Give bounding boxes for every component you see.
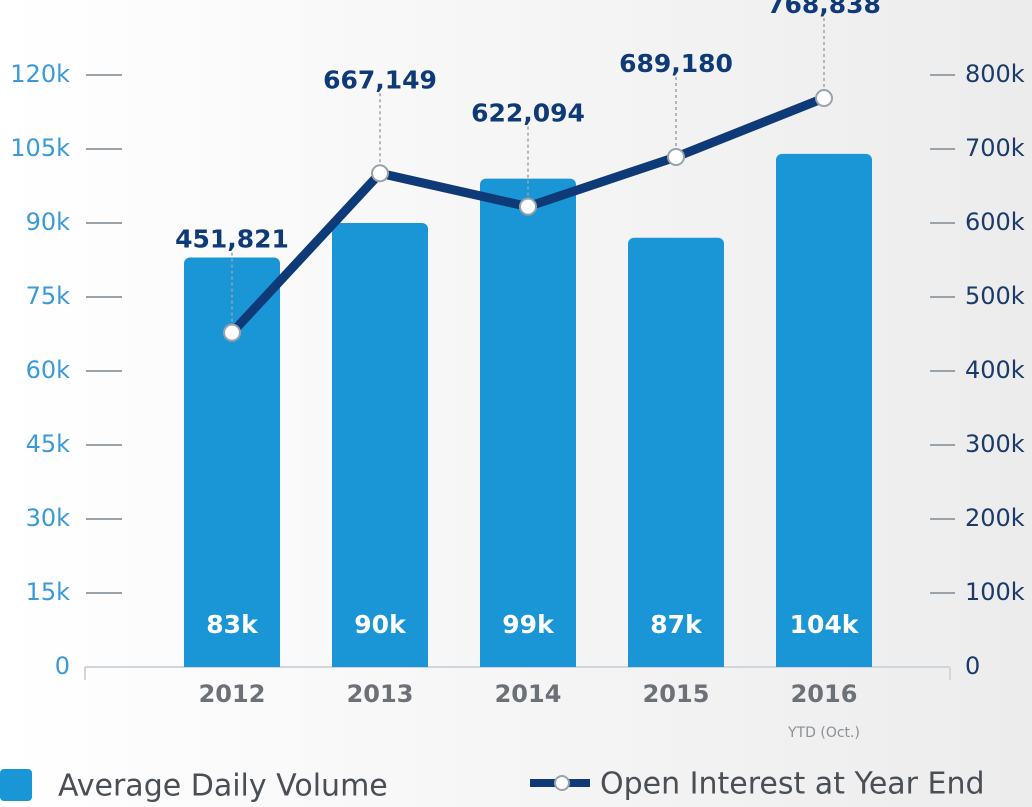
y-tick-label: 60k <box>26 356 71 384</box>
y-tick-label: 75k <box>26 282 71 310</box>
line-value-label: 689,180 <box>619 49 733 78</box>
y2-tick-label: 500k <box>965 282 1025 310</box>
bar-value-label: 99k <box>502 610 555 639</box>
y-tick-label: 120k <box>10 60 70 88</box>
y-tick-label: 15k <box>26 578 71 606</box>
legend-marker <box>554 775 570 791</box>
bar-foot <box>776 659 872 667</box>
bar-foot <box>332 659 428 667</box>
bar <box>776 153 872 667</box>
y2-tick-label: 700k <box>965 134 1025 162</box>
line-value-label: 768,838 <box>767 0 881 19</box>
line-point <box>371 164 389 183</box>
bar <box>184 257 280 667</box>
line-value-label: 451,821 <box>175 225 289 254</box>
bar-foot <box>628 659 724 667</box>
y2-tick-label: 600k <box>965 208 1025 236</box>
y-tick-label: 0 <box>55 652 70 680</box>
x-tick-label: 2015 <box>643 680 710 708</box>
bar <box>332 223 428 667</box>
bar-foot <box>184 659 280 667</box>
bar-value-label: 87k <box>650 610 703 639</box>
legend-swatch <box>0 769 32 801</box>
y2-tick-label: 100k <box>965 578 1025 606</box>
bar <box>480 178 576 667</box>
line-point <box>815 89 833 108</box>
bar-value-label: 90k <box>354 610 407 639</box>
line-value-label: 622,094 <box>471 99 585 128</box>
bar-foot <box>480 659 576 667</box>
legend-label: Average Daily Volume <box>58 769 388 804</box>
x-tick-label: 2012 <box>199 680 266 708</box>
y2-tick-label: 200k <box>965 504 1025 532</box>
y-tick-label: 105k <box>10 134 70 162</box>
x-note: YTD (Oct.) <box>787 725 860 741</box>
line-value-label: 667,149 <box>323 65 437 94</box>
x-tick-label: 2013 <box>347 680 414 708</box>
x-tick-label: 2016 <box>791 680 858 708</box>
bar-value-label: 104k <box>790 610 860 639</box>
y-tick-label: 30k <box>26 504 71 532</box>
x-tick-label: 2014 <box>495 680 562 708</box>
y2-tick-label: 300k <box>965 430 1025 458</box>
legend-label: Open Interest at Year End <box>600 767 985 802</box>
y-tick-label: 45k <box>26 430 71 458</box>
line-point <box>223 323 241 342</box>
line-point <box>667 148 685 167</box>
y2-tick-label: 400k <box>965 356 1025 384</box>
line-point <box>519 197 537 216</box>
y2-tick-label: 800k <box>965 60 1025 88</box>
bar-value-label: 83k <box>206 610 259 639</box>
bar <box>628 237 724 668</box>
y2-tick-label: 0 <box>965 652 980 680</box>
y-tick-label: 90k <box>26 208 71 236</box>
